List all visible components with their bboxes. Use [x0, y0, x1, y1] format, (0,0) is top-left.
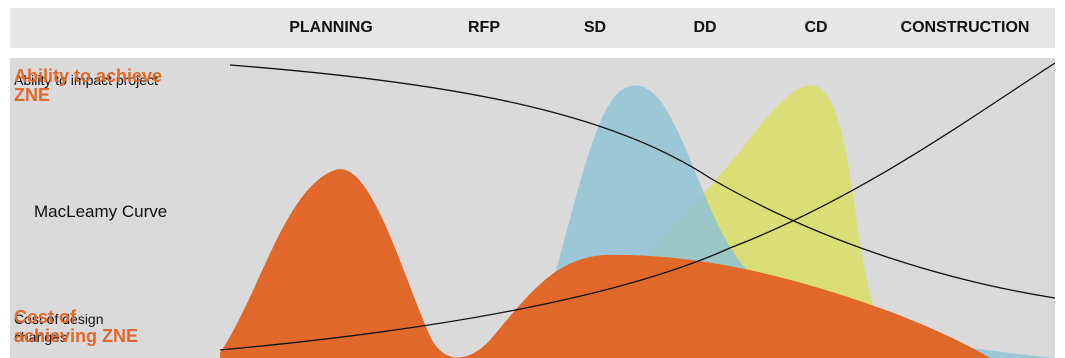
macleamy-diagram	[219, 62, 1055, 358]
phase-construction: CONSTRUCTION	[900, 19, 1030, 36]
phase-dd: DD	[693, 19, 717, 36]
ability-impact-label: Ability to impact project	[14, 72, 158, 88]
ability-impact-curve	[229, 64, 1055, 299]
cost-zne-label: Cost of achieving ZNE	[14, 307, 139, 346]
phase-cd: CD	[804, 19, 828, 36]
cost-design-label: Cost of design changes	[14, 311, 104, 345]
cost-zne-area	[220, 169, 990, 358]
cost-design-curve	[219, 62, 1055, 351]
macleamy-curve-label: MacLeamy Curve	[34, 202, 168, 221]
phase-planning: PLANNING	[289, 19, 373, 36]
phase-sd: SD	[583, 19, 607, 36]
phase-header-bar: PLANNING RFP SD DD CD CONSTRUCTION	[10, 8, 1055, 48]
phase-rfp: RFP	[468, 19, 500, 36]
ability-zne-label: Ability to achieve ZNE	[14, 66, 163, 105]
diagram-panel: Ability to impact project Ability to ach…	[10, 58, 1055, 358]
